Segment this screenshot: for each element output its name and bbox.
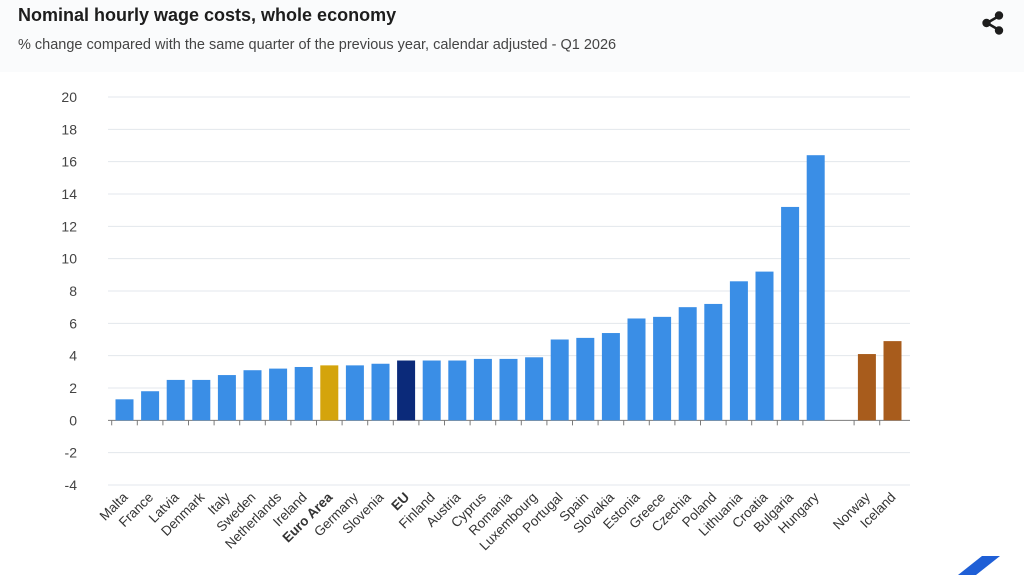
bar-slovakia[interactable] bbox=[601, 333, 620, 421]
bar-slovenia[interactable] bbox=[371, 363, 390, 421]
header-band bbox=[0, 0, 1024, 72]
y-tick-label: 16 bbox=[61, 154, 77, 170]
bar-croatia[interactable] bbox=[755, 271, 774, 421]
bar-latvia[interactable] bbox=[166, 379, 185, 421]
bar-finland[interactable] bbox=[422, 360, 441, 421]
y-tick-label: 6 bbox=[69, 315, 77, 331]
bar-cyprus[interactable] bbox=[473, 358, 492, 421]
bar-bulgaria[interactable] bbox=[781, 206, 800, 421]
bar-portugal[interactable] bbox=[550, 339, 569, 421]
bar-eu[interactable] bbox=[397, 360, 416, 421]
bar-poland[interactable] bbox=[704, 303, 723, 421]
y-axis-ticks: -4 -2 0 2 4 6 8 10 12 14 16 18 20 bbox=[61, 89, 77, 493]
y-tick-label: 8 bbox=[69, 283, 77, 299]
y-tick-label: 10 bbox=[61, 251, 77, 267]
chart-title: Nominal hourly wage costs, whole economy bbox=[18, 5, 397, 25]
bar-sweden[interactable] bbox=[243, 370, 262, 421]
bar-netherlands[interactable] bbox=[269, 368, 288, 421]
bar-romania[interactable] bbox=[499, 358, 518, 421]
share-icon bbox=[982, 11, 1004, 35]
bar-malta[interactable] bbox=[115, 399, 134, 421]
bar-greece[interactable] bbox=[653, 316, 672, 421]
y-tick-label: 14 bbox=[61, 186, 77, 202]
bar-italy[interactable] bbox=[217, 375, 236, 421]
bar-austria[interactable] bbox=[448, 360, 467, 421]
y-tick-label: -4 bbox=[65, 477, 78, 493]
share-button[interactable] bbox=[978, 8, 1008, 38]
x-axis-labels: MaltaFranceLatviaDenmarkItalySwedenNethe… bbox=[97, 489, 899, 553]
bar-spain[interactable] bbox=[576, 337, 595, 421]
y-tick-label: 18 bbox=[61, 121, 77, 137]
bar-ireland[interactable] bbox=[294, 366, 313, 421]
bar-lithuania[interactable] bbox=[729, 281, 748, 421]
bar-norway[interactable] bbox=[857, 354, 876, 421]
corner-decoration bbox=[940, 556, 1000, 575]
chart-subtitle: % change compared with the same quarter … bbox=[18, 37, 617, 53]
y-tick-label: 2 bbox=[69, 380, 77, 396]
bar-hungary[interactable] bbox=[806, 155, 825, 421]
bar-czechia[interactable] bbox=[678, 307, 697, 421]
bars bbox=[115, 155, 902, 421]
y-tick-label: 20 bbox=[61, 89, 77, 105]
bar-estonia[interactable] bbox=[627, 318, 646, 421]
y-tick-label: 4 bbox=[69, 348, 77, 364]
y-tick-label: -2 bbox=[65, 445, 78, 461]
bar-denmark[interactable] bbox=[192, 379, 211, 421]
y-tick-label: 12 bbox=[61, 218, 77, 234]
bar-france[interactable] bbox=[141, 391, 160, 421]
y-tick-label: 0 bbox=[69, 412, 77, 428]
gridlines bbox=[108, 96, 910, 486]
bar-luxembourg[interactable] bbox=[525, 357, 544, 421]
bar-iceland[interactable] bbox=[883, 341, 902, 421]
bar-euro-area[interactable] bbox=[320, 365, 339, 421]
bar-germany[interactable] bbox=[345, 365, 364, 421]
